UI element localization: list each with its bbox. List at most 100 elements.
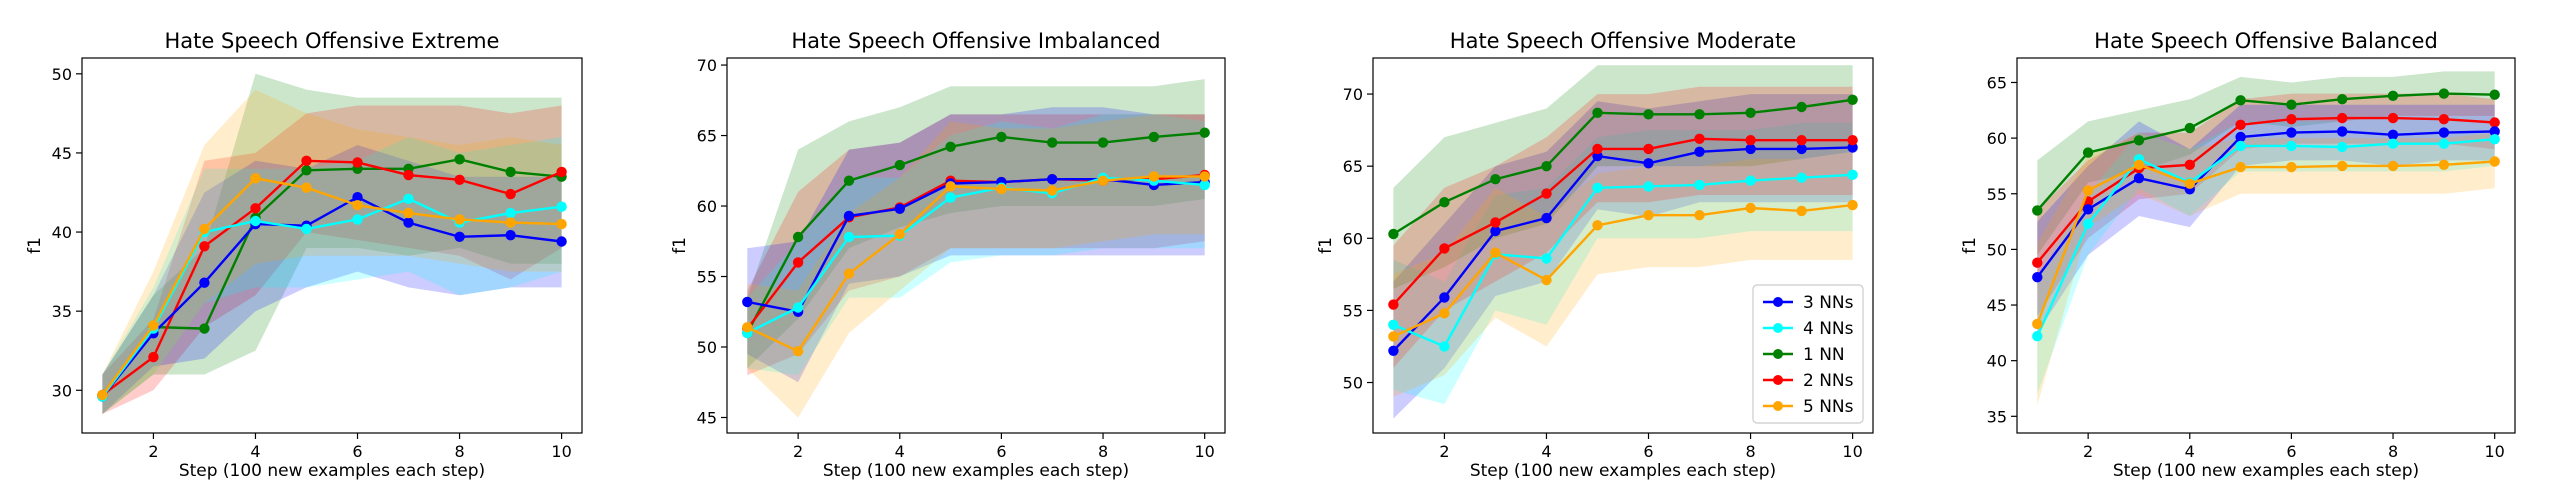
data-point-1-nn	[1199, 127, 1210, 138]
y-tick-label: 70	[697, 56, 717, 75]
series-line-1-nn	[1392, 98, 1853, 236]
data-point-3-nns	[1796, 143, 1807, 155]
data-point-5-nns	[1796, 205, 1807, 217]
band-2-nns	[2037, 93, 2495, 317]
data-point-2-nns	[1796, 135, 1807, 146]
data-point-4-nns	[1199, 179, 1210, 191]
legend-label: 3 NNs	[1803, 293, 1854, 313]
data-point-2-nns	[199, 241, 210, 252]
y-axis-label: f1	[670, 237, 690, 254]
data-point-5-nns	[1592, 220, 1603, 231]
legend-box	[1752, 284, 1864, 424]
data-point-2-nns	[403, 169, 414, 181]
x-tick-label: 6	[1643, 442, 1653, 461]
data-point-5-nns	[2235, 161, 2246, 173]
data-point-5-nns	[945, 181, 956, 192]
data-point-4-nns	[1592, 182, 1603, 193]
data-point-3-nns	[454, 231, 465, 242]
data-point-4-nns	[250, 215, 261, 227]
data-point-4-nns	[2286, 140, 2297, 152]
x-tick-label: 8	[2388, 442, 2398, 461]
series-line-5-nns	[2036, 160, 2495, 325]
data-point-1-nn	[199, 323, 210, 334]
data-point-5-nns	[1643, 210, 1654, 221]
y-tick-label: 70	[1343, 85, 1363, 104]
data-point-5-nns	[742, 322, 753, 333]
data-point-3-nns	[2286, 127, 2297, 138]
series-line-1-nn	[101, 158, 562, 396]
series-line-5-nns	[746, 175, 1205, 353]
data-point-1-nn	[301, 165, 312, 176]
y-tick-label: 65	[1987, 73, 2007, 92]
data-point-2-nns	[454, 174, 465, 185]
series-line-2-nns	[1392, 137, 1853, 306]
data-point-1-nn	[894, 159, 905, 171]
data-point-5-nns	[792, 346, 804, 357]
data-point-4-nns	[1847, 169, 1858, 180]
series-line-4-nns	[101, 197, 562, 398]
data-point-2-nns	[1745, 135, 1756, 146]
chart-title: Hate Speech Offensive Moderate	[1450, 29, 1796, 53]
band-2-nns	[102, 105, 562, 414]
data-point-3-nns	[2235, 131, 2246, 143]
data-point-3-nns	[2489, 126, 2500, 137]
data-point-5-nns	[403, 207, 414, 219]
data-point-1-nn	[1694, 109, 1705, 120]
y-tick-label: 60	[697, 197, 717, 216]
data-point-2-nns	[2235, 119, 2246, 130]
data-point-2-nns	[2387, 112, 2399, 124]
data-point-2-nns	[352, 157, 363, 168]
data-point-4-nns	[2438, 138, 2450, 149]
data-point-1-nn	[1097, 137, 1109, 148]
data-point-3-nns	[1847, 142, 1858, 153]
data-point-1-nn	[1847, 94, 1858, 106]
data-point-4-nns	[301, 223, 312, 235]
band-2-nns	[1393, 86, 1853, 369]
legend-swatch-marker	[1773, 375, 1783, 385]
series-line-2-nns	[101, 159, 563, 396]
y-tick-label: 55	[1987, 185, 2007, 204]
chart-panel-3: 2 4 6 8 10 50 55 60 65 70 Hate Speech Offensive Mo…	[1316, 29, 1874, 480]
data-point-3-nns	[742, 296, 753, 308]
chart-title: Hate Speech Offensive Balanced	[2094, 29, 2438, 53]
data-point-5-nns	[2489, 156, 2500, 167]
legend-swatch-marker	[1773, 297, 1783, 307]
axes-frame	[81, 57, 583, 434]
data-point-3-nns	[1643, 158, 1654, 169]
band-5-nns	[1393, 151, 1853, 397]
data-point-5-nns	[1199, 171, 1210, 182]
y-tick-label: 30	[52, 381, 72, 400]
y-axis-label: f1	[1316, 237, 1336, 254]
data-point-4-nns	[2387, 138, 2399, 149]
data-point-4-nns	[2489, 134, 2500, 145]
data-point-1-nn	[2032, 205, 2043, 216]
data-point-4-nns	[1745, 175, 1756, 186]
data-point-1-nn	[2133, 135, 2145, 146]
band-4-nns	[102, 137, 562, 414]
data-point-4-nns	[1541, 253, 1552, 264]
data-point-3-nns	[505, 230, 516, 241]
data-point-2-nns	[556, 166, 567, 178]
data-point-5-nns	[148, 320, 159, 331]
data-point-4-nns	[505, 207, 516, 219]
data-point-5-nns	[1490, 247, 1501, 258]
data-point-2-nns	[2184, 159, 2195, 170]
data-point-5-nns	[505, 217, 516, 228]
x-tick-label: 2	[148, 442, 158, 461]
data-point-3-nns	[199, 277, 210, 288]
legend: 3 NNs 4 NNs 1 NN 2 NNs 5 NNs	[1752, 284, 1864, 424]
data-point-3-nns	[1694, 146, 1705, 157]
x-axis-label: Step (100 new examples each step)	[2113, 461, 2419, 480]
data-point-1-nn	[2235, 95, 2246, 106]
data-point-5-nns	[894, 229, 905, 240]
data-point-1-nn	[1796, 101, 1807, 113]
data-point-5-nns	[996, 183, 1007, 195]
data-point-1-nn	[1388, 228, 1399, 240]
data-point-2-nns	[2286, 114, 2297, 125]
series-line-2-nns	[2036, 116, 2495, 264]
series-line-1-nn	[746, 131, 1205, 334]
data-point-5-nns	[97, 389, 108, 401]
band-4-nns	[2037, 115, 2495, 395]
legend-swatch-marker	[1773, 349, 1783, 359]
y-tick-label: 40	[52, 223, 72, 242]
